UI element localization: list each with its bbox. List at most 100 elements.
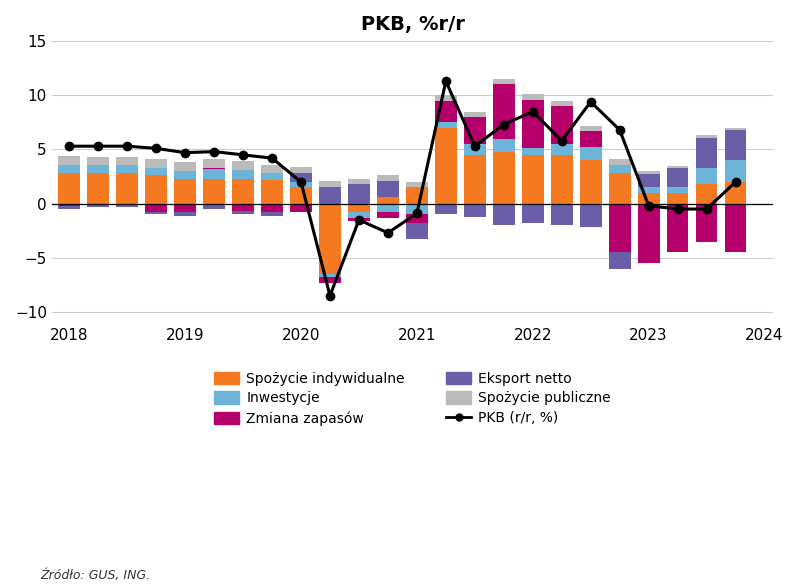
Bar xyxy=(638,204,659,263)
Bar xyxy=(58,204,80,206)
Bar xyxy=(203,178,225,204)
Bar xyxy=(522,204,544,223)
Bar xyxy=(609,204,630,252)
Bar xyxy=(261,204,283,212)
Bar xyxy=(261,173,283,180)
Title: PKB, %r/r: PKB, %r/r xyxy=(361,15,465,34)
Bar xyxy=(464,117,486,144)
Bar xyxy=(174,163,196,171)
Bar xyxy=(146,176,167,204)
Bar xyxy=(146,212,167,215)
Bar xyxy=(116,173,138,204)
Bar xyxy=(232,170,254,178)
Bar xyxy=(116,164,138,173)
Bar xyxy=(377,204,398,212)
Bar xyxy=(725,182,746,204)
Bar xyxy=(580,131,602,147)
Bar xyxy=(290,182,312,187)
Bar xyxy=(174,178,196,204)
Bar xyxy=(348,184,370,204)
Bar xyxy=(464,155,486,204)
Bar xyxy=(493,152,514,204)
Bar xyxy=(551,144,573,155)
Bar xyxy=(58,173,80,204)
Bar xyxy=(319,181,341,187)
Bar xyxy=(116,204,138,207)
Bar xyxy=(87,164,109,173)
Bar xyxy=(725,128,746,130)
Bar xyxy=(551,101,573,106)
Bar xyxy=(435,95,457,101)
Bar xyxy=(146,168,167,176)
Bar xyxy=(58,206,80,209)
Bar xyxy=(377,212,398,218)
Bar xyxy=(406,223,428,239)
Bar xyxy=(666,193,689,204)
Bar xyxy=(377,181,398,197)
Bar xyxy=(406,215,428,223)
Bar xyxy=(609,164,630,173)
Bar xyxy=(725,160,746,182)
Bar xyxy=(174,212,196,215)
Bar xyxy=(348,212,370,218)
Bar xyxy=(725,204,746,252)
Bar xyxy=(609,252,630,269)
Bar xyxy=(232,161,254,170)
Bar xyxy=(493,204,514,225)
Bar xyxy=(203,159,225,168)
Bar xyxy=(493,139,514,152)
Bar xyxy=(435,204,457,215)
Bar xyxy=(261,180,283,204)
Bar xyxy=(464,144,486,155)
Bar xyxy=(116,157,138,164)
Bar xyxy=(319,274,341,277)
Bar xyxy=(348,178,370,184)
Bar xyxy=(174,204,196,212)
Bar xyxy=(319,204,341,274)
Bar xyxy=(696,135,718,137)
Bar xyxy=(666,187,689,193)
Bar xyxy=(203,169,225,178)
Bar xyxy=(580,126,602,131)
Bar xyxy=(696,137,718,168)
Bar xyxy=(551,106,573,144)
Bar xyxy=(58,164,80,173)
Bar xyxy=(348,204,370,212)
Bar xyxy=(638,187,659,193)
Bar xyxy=(666,166,689,168)
Bar xyxy=(580,147,602,160)
Bar xyxy=(522,149,544,155)
Bar xyxy=(290,167,312,173)
Bar xyxy=(406,182,428,187)
Bar xyxy=(609,159,630,164)
Bar xyxy=(551,204,573,225)
Bar xyxy=(377,176,398,181)
Bar xyxy=(725,130,746,160)
Bar xyxy=(377,197,398,204)
Bar xyxy=(638,171,659,174)
Bar xyxy=(87,157,109,164)
Bar xyxy=(174,171,196,178)
Bar xyxy=(261,164,283,173)
Bar xyxy=(290,173,312,182)
Bar xyxy=(146,159,167,168)
Bar xyxy=(522,155,544,204)
Bar xyxy=(696,168,718,184)
Bar xyxy=(666,168,689,187)
Bar xyxy=(522,94,544,99)
Bar xyxy=(406,204,428,215)
Bar xyxy=(203,204,225,209)
Bar xyxy=(696,184,718,204)
Bar xyxy=(522,99,544,149)
Bar xyxy=(464,204,486,216)
Bar xyxy=(232,204,254,211)
Bar xyxy=(435,122,457,128)
Bar xyxy=(609,173,630,204)
Bar xyxy=(464,112,486,117)
Legend: Spożycie indywidualne, Inwestycje, Zmiana zapasów, Eksport netto, Spożycie publi: Spożycie indywidualne, Inwestycje, Zmian… xyxy=(209,366,617,431)
Bar xyxy=(87,173,109,204)
Bar xyxy=(696,204,718,242)
Bar xyxy=(638,174,659,187)
Bar xyxy=(290,204,312,212)
Bar xyxy=(290,187,312,204)
